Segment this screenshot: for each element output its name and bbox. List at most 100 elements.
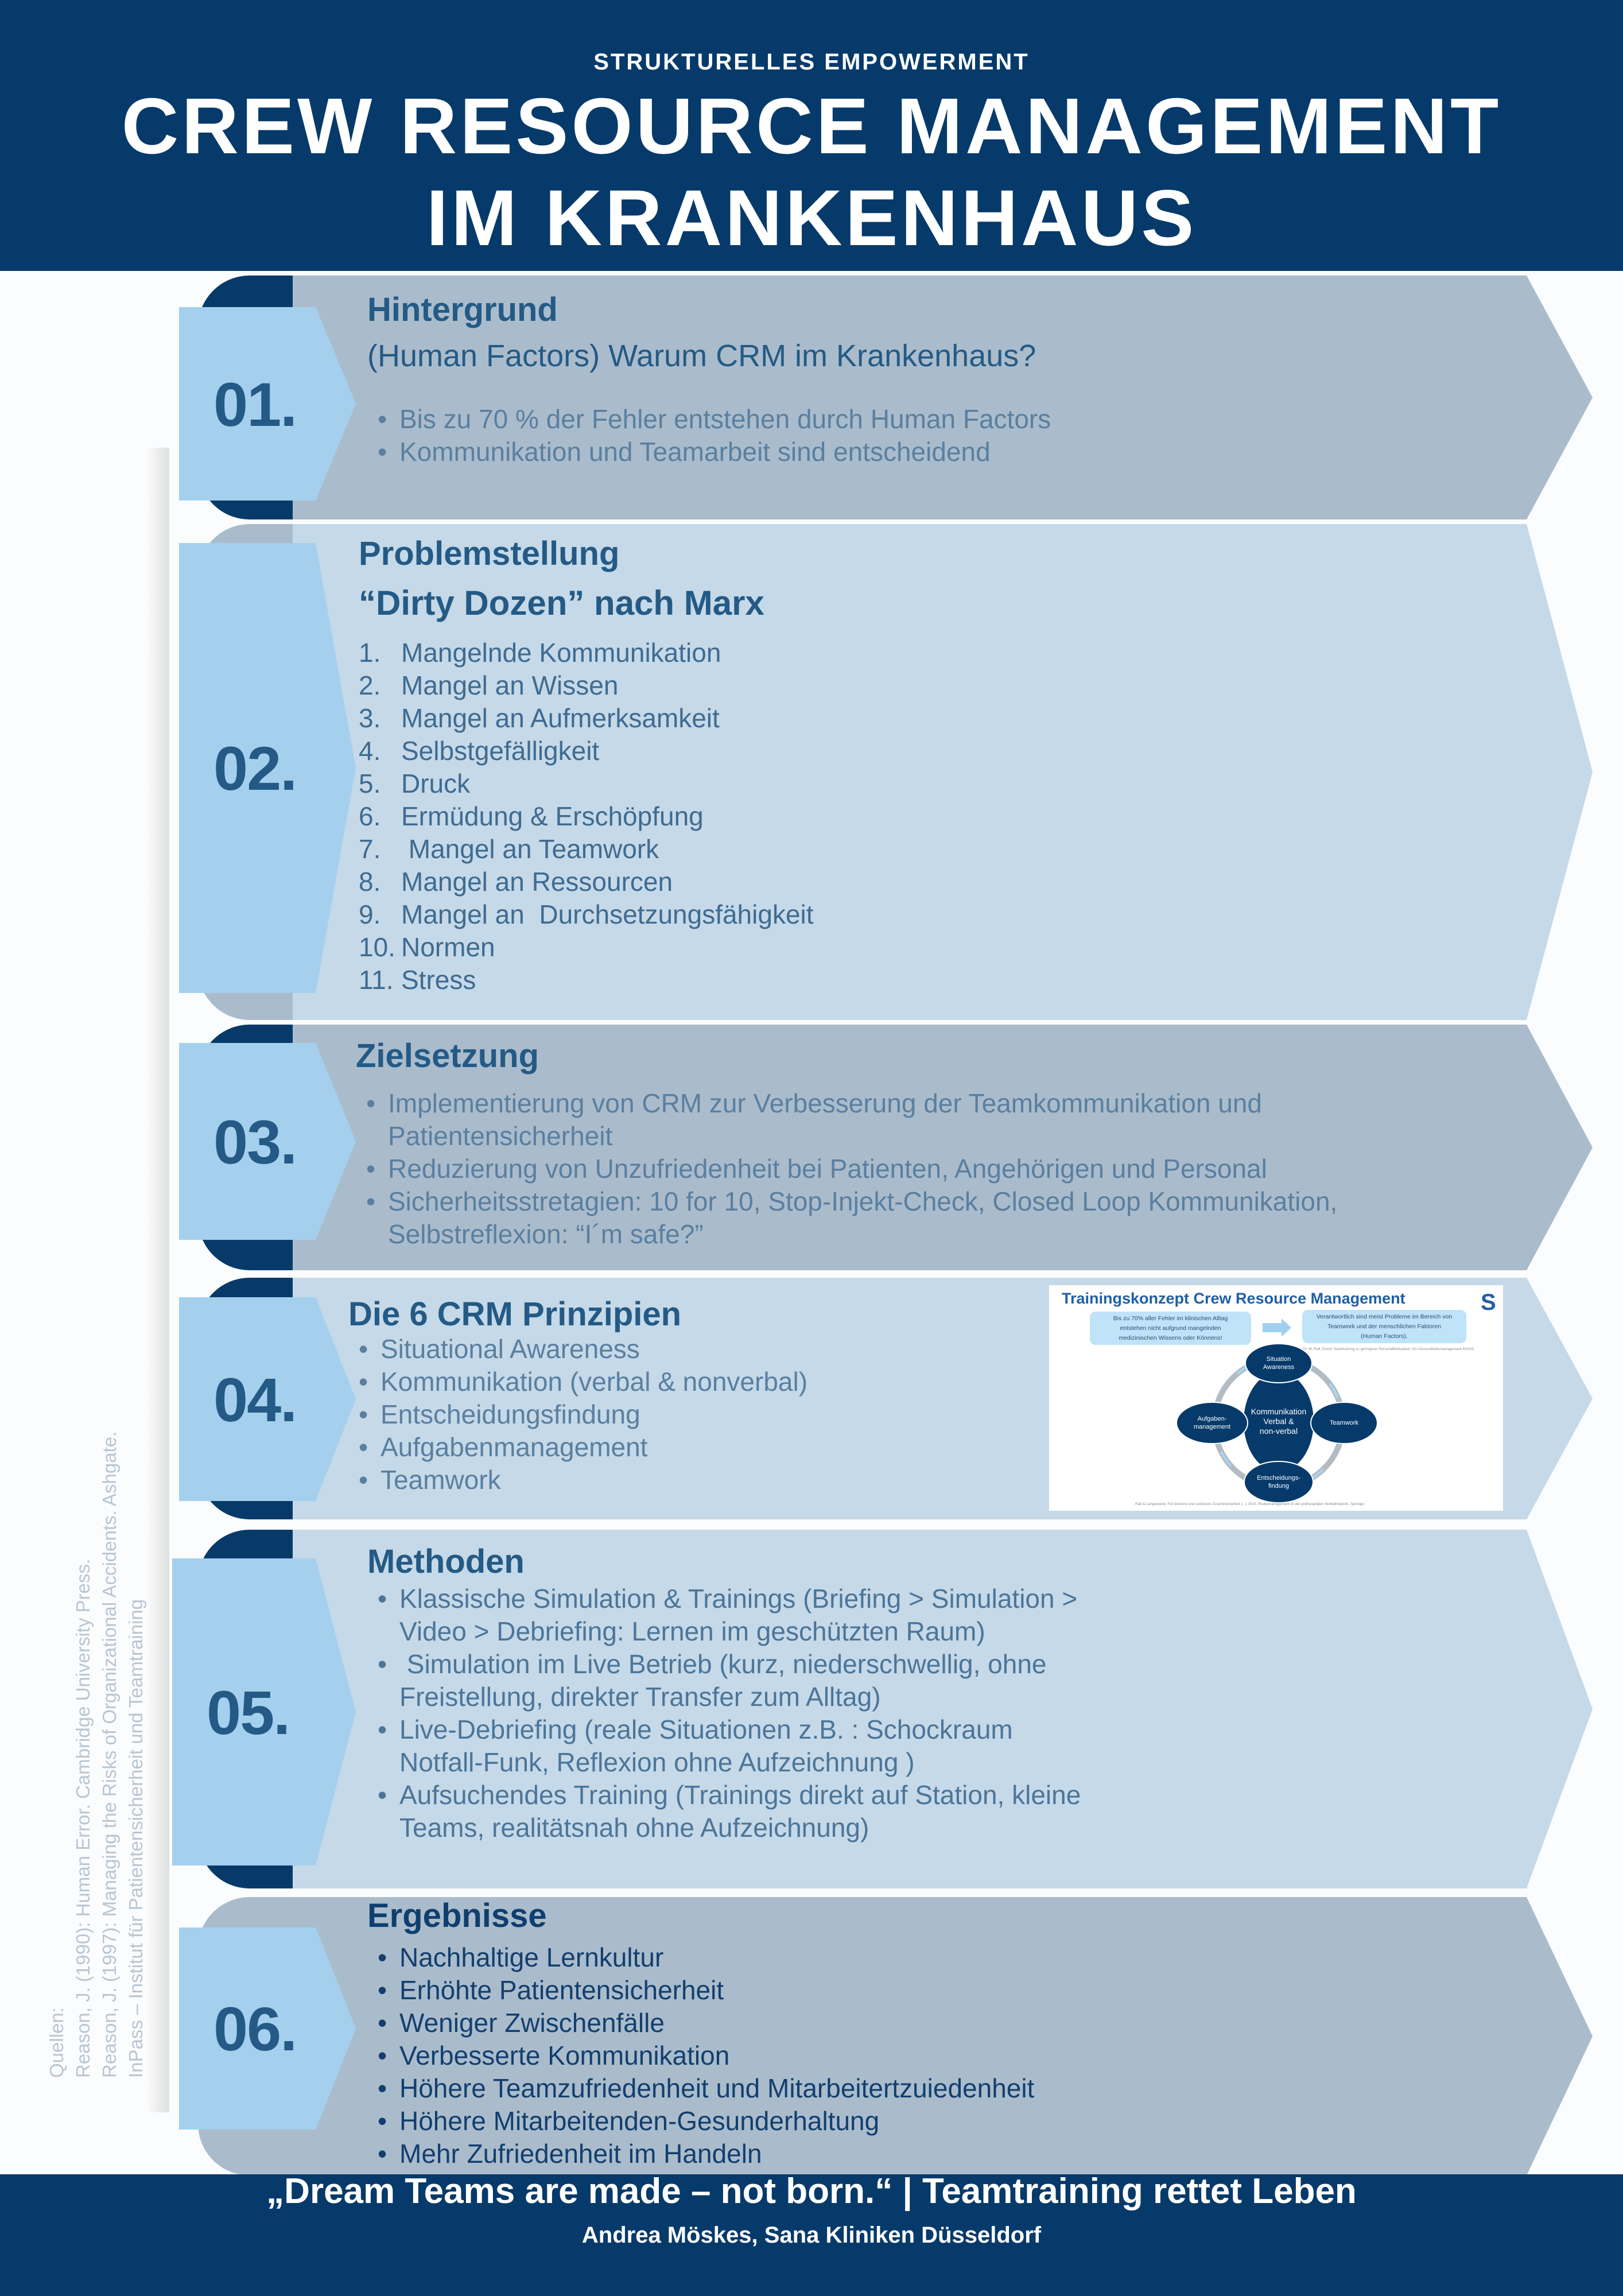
list-item: • Situational Awareness (348, 1333, 1037, 1366)
section-content: Zielsetzung • Implementierung von CRM zur … (356, 1033, 1504, 1251)
section-title: Ergebnisse (367, 1897, 547, 1934)
list-item-line: Live-Debriefing (reale Situationen z.B. … (399, 1715, 1013, 1744)
list-item-line: Normen (401, 932, 495, 962)
section-list: • Implementierung von CRM zur Verbesserun… (356, 1087, 1504, 1251)
list-item-line: Freistellung, direkter Transfer zum Allt… (399, 1682, 881, 1712)
list-item-line: Mangel an Teamwork (401, 834, 659, 864)
source-line: Reason, J. (1997): Managing the Risks of… (99, 1431, 120, 2078)
list-item-line: Verbesserte Kommunikation (399, 2041, 730, 2070)
bullet-icon: • (378, 1780, 387, 1810)
list-item-text: Ermüdung & Erschöpfung (401, 800, 704, 833)
figure-citation-top: Dr. M. Rall, Durch Teamtraining zu gerin… (1303, 1347, 1474, 1351)
list-item: 9. Mangel an Durchsetzungsfähigkeit (359, 898, 1506, 931)
list-item-line: Teams, realitätsnah ohne Aufzeichnung) (399, 1813, 869, 1843)
section-number: 01. (213, 369, 297, 439)
list-item-text: Sicherheitsstretagien: 10 for 10, Stop-I… (388, 1185, 1337, 1251)
list-item-line: Bis zu 70 % der Fehler entstehen durch H… (399, 404, 1051, 434)
list-item-text: Implementierung von CRM zur Verbesserung… (388, 1087, 1262, 1153)
figure-left-box-line: medizinischen Wissens oder Könnens! (1119, 1335, 1222, 1341)
list-item: • Kommunikation (verbal & nonverbal) (348, 1366, 1037, 1398)
section-title: Die 6 CRM Prinzipien (348, 1296, 682, 1333)
node-decision (1244, 1461, 1314, 1503)
figure-right-box-line: Teamwork und der menschlichen Faktoren (1327, 1323, 1441, 1330)
list-item-text: Mangel an Aufmerksamkeit (401, 702, 720, 735)
list-item-text: Simulation im Live Betrieb (kurz, nieder… (399, 1648, 1047, 1713)
bullet-icon: • (359, 1334, 368, 1364)
list-item: 10. Normen (359, 931, 1506, 964)
poster-title-line: CREW RESOURCE MANAGEMENT (121, 82, 1502, 170)
list-item-line: Nachhaltige Lernkultur (399, 1942, 664, 1972)
list-item-text: Höhere Teamzufriedenheit und Mitarbeiter… (399, 2072, 1034, 2105)
section-chevron-body (293, 1897, 1593, 2175)
node-task-management (1176, 1402, 1248, 1444)
section-subtitle: “Dirty Dozen” nach Marx (359, 584, 764, 622)
figure-title: Trainingskonzept Crew Resource Managemen… (1062, 1290, 1405, 1307)
list-item-text: Mangel an Wissen (401, 669, 618, 702)
list-item-text: Bis zu 70 % der Fehler entstehen durch H… (399, 403, 1051, 436)
list-number: 9. (359, 899, 381, 929)
arrow-right-icon (1263, 1318, 1291, 1337)
bullet-icon: • (378, 404, 387, 434)
list-item: • Reduzierung von Unzufriedenheit bei Pat… (356, 1153, 1504, 1185)
list-item-line: Aufgabenmanagement (380, 1432, 648, 1462)
sources-block: Quellen: Reason, J. (1990): Human Error.… (44, 1432, 149, 2078)
list-item: • Höhere Teamzufriedenheit und Mitarbeite… (367, 2072, 1286, 2105)
list-item-text: Aufsuchendes Training (Trainings direkt … (399, 1779, 1081, 1844)
list-item-line: Höhere Mitarbeitenden-Gesunderhaltung (399, 2106, 880, 2136)
list-number: 11. (359, 965, 394, 995)
figure-left-box: Bis zu 70% aller Fehler im klinischen Al… (1090, 1312, 1251, 1345)
list-item-line: Aufsuchendes Training (Trainings direkt … (399, 1780, 1081, 1810)
list-item: 3. Mangel an Aufmerksamkeit (359, 702, 1506, 735)
list-item-text: Entscheidungsfindung (380, 1398, 640, 1431)
bullet-icon: • (366, 1088, 376, 1118)
list-item: • Verbesserte Kommunikation (367, 2039, 1286, 2072)
list-item: • Höhere Mitarbeitenden-Gesunderhaltung (367, 2105, 1286, 2138)
poster-title: CREW RESOURCE MANAGEMENT IM KRANKENHAUS (0, 80, 1623, 264)
section-number: 03. (213, 1107, 297, 1177)
section-title: Problemstellung (359, 535, 620, 572)
list-item: • Mehr Zufriedenheit im Handeln (367, 2138, 1286, 2170)
list-item-text: Kommunikation und Teamarbeit sind entsch… (399, 436, 991, 468)
node-bottom-label: Entscheidungs-findung (1257, 1475, 1300, 1490)
list-item: • Aufgabenmanagement (348, 1431, 1037, 1464)
list-item-text: Mangel an Ressourcen (401, 866, 673, 898)
list-item: 4. Selbstgefälligkeit (359, 735, 1506, 767)
section-number-box (179, 307, 356, 501)
list-item: • Aufsuchendes Training (Trainings direkt… (367, 1779, 1171, 1844)
section-1: 01. Hintergrund (Human Factors) Warum CRM … (0, 276, 1623, 519)
list-item-text: Live-Debriefing (reale Situationen z.B. … (399, 1713, 1013, 1779)
list-item-line: Selbstreflexion: “I´m safe?” (388, 1219, 704, 1249)
list-item: • Weniger Zwischenfälle (367, 2007, 1286, 2039)
section-number-box (179, 1297, 356, 1501)
section-chevron-body (293, 276, 1593, 519)
section-title: Zielsetzung (356, 1037, 539, 1075)
section-chevron-body (293, 1530, 1593, 1888)
list-item: • Nachhaltige Lernkultur (367, 1941, 1286, 1974)
figure-left-box-line: Bis zu 70% aller Fehler im klinischen Al… (1113, 1315, 1228, 1322)
list-number: 2. (359, 670, 381, 700)
poster-kicker: STRUKTURELLES EMPOWERMENT (593, 49, 1030, 75)
section-number: 05. (207, 1677, 290, 1747)
list-item-text: Verbesserte Kommunikation (399, 2039, 729, 2072)
list-item-line: Mangel an Ressourcen (401, 867, 673, 897)
list-item-line: Mangel an Aufmerksamkeit (401, 703, 720, 733)
bullet-icon: • (378, 2073, 387, 2103)
bullet-icon: • (378, 2008, 387, 2038)
bullet-icon: • (359, 1465, 368, 1495)
section-chevron-body (293, 1025, 1593, 1270)
list-item-text: Situational Awareness (380, 1333, 640, 1366)
section-6: 06. Ergebnisse • Nachhaltige Lernkultur • Erh… (0, 1897, 1623, 2175)
list-item-line: Selbstgefälligkeit (401, 736, 600, 766)
node-right-label: Teamwork (1329, 1420, 1359, 1426)
bullet-icon: • (378, 1649, 387, 1679)
section-content: Problemstellung “Dirty Dozen” nach Marx 1.… (359, 531, 1506, 996)
section-content: Hintergrund (Human Factors) Warum CRM im … (367, 287, 1515, 468)
footer-author: Andrea Möskes, Sana Kliniken Düsseldorf (581, 2223, 1042, 2248)
list-item: • Live-Debriefing (reale Situationen z.B.… (367, 1713, 1171, 1779)
center-node-label: Kommunikation Verbal & non-verbal (1251, 1407, 1307, 1436)
list-item: • Simulation im Live Betrieb (kurz, nied… (367, 1648, 1171, 1713)
bullet-icon: • (378, 1715, 387, 1744)
section-number-box (179, 1927, 356, 2130)
list-item-text: Höhere Mitarbeitenden-Gesunderhaltung (399, 2105, 879, 2138)
bullet-icon: • (359, 1432, 368, 1462)
